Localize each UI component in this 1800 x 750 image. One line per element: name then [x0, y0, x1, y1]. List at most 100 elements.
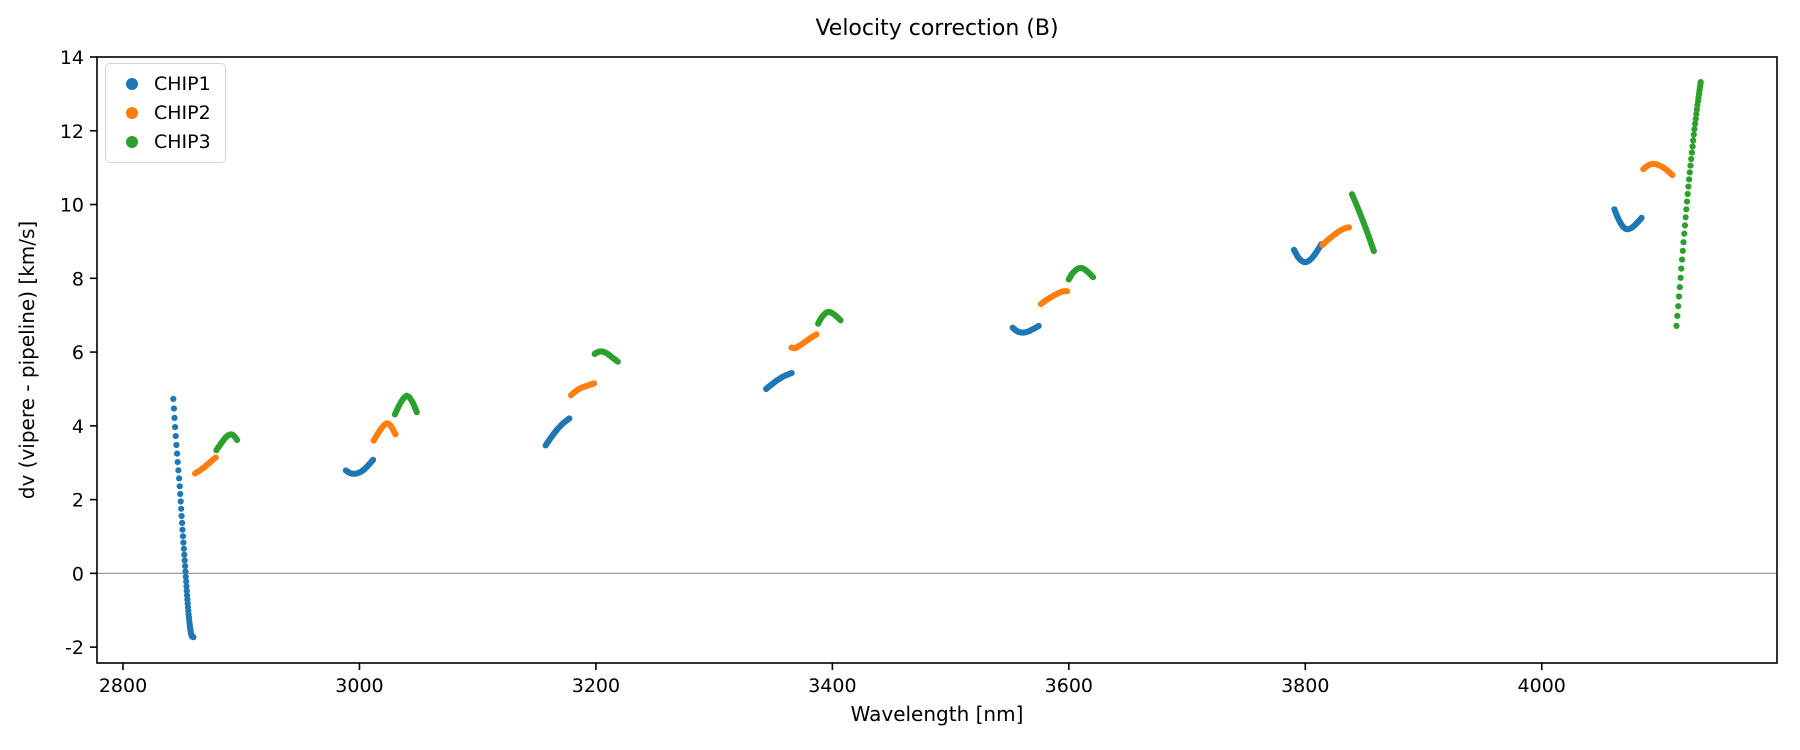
data-point: [1683, 206, 1690, 213]
y-tick-label: 8: [72, 268, 84, 290]
series-chip2: [192, 160, 1676, 477]
data-point: [182, 573, 189, 580]
legend-label: CHIP2: [154, 102, 211, 124]
y-tick-label: 14: [60, 47, 84, 69]
y-tick-label: 10: [60, 195, 84, 217]
x-tick-label: 3800: [1281, 675, 1329, 697]
y-tick-label: 12: [60, 121, 84, 143]
data-point: [212, 454, 219, 461]
data-point: [1679, 247, 1686, 254]
data-point: [175, 467, 182, 474]
data-point: [1690, 137, 1697, 144]
data-point: [1090, 274, 1097, 281]
x-tick-label: 4000: [1518, 675, 1566, 697]
data-point: [1686, 169, 1693, 176]
data-point: [1035, 322, 1042, 329]
legend-marker-icon: [126, 78, 138, 90]
data-point: [1689, 143, 1696, 150]
data-point: [413, 409, 420, 416]
data-point: [177, 498, 184, 505]
data-point: [178, 512, 185, 520]
data-point: [234, 436, 241, 443]
x-tick-label: 3200: [572, 675, 620, 697]
data-point: [176, 483, 183, 490]
data-point: [1345, 224, 1353, 231]
data-point: [1063, 288, 1071, 295]
series-chip3: [213, 79, 1704, 454]
data-point: [179, 533, 187, 540]
data-point: [1687, 162, 1694, 169]
data-point: [190, 634, 197, 641]
legend-label: CHIP1: [154, 73, 211, 95]
data-point: [1673, 322, 1680, 329]
data-point: [172, 433, 179, 440]
data-point: [837, 317, 844, 324]
data-point: [181, 557, 188, 564]
data-point: [566, 415, 573, 422]
data-point: [1684, 190, 1691, 198]
plot-frame: [96, 56, 1778, 664]
data-point: [177, 490, 184, 498]
data-point: [392, 431, 399, 438]
y-tick-label: -2: [65, 637, 84, 659]
y-tick-label: 2: [72, 490, 84, 512]
legend-marker-icon: [126, 136, 138, 148]
data-point: [1692, 115, 1699, 122]
data-point: [183, 587, 190, 595]
data-point: [1675, 293, 1683, 300]
y-tick-label: 6: [72, 342, 84, 364]
data-point: [614, 358, 621, 365]
data-point: [813, 331, 820, 338]
legend-entry-chip3: CHIP3: [118, 131, 211, 153]
data-point: [1683, 198, 1691, 205]
data-point: [1691, 126, 1698, 133]
data-point: [1669, 171, 1676, 179]
data-point: [171, 414, 178, 421]
x-axis-label: Wavelength [nm]: [850, 702, 1024, 726]
data-point: [1688, 155, 1695, 163]
y-axis-label: dv (vipere - pipeline) [km/s]: [15, 220, 39, 500]
data-point: [173, 441, 180, 449]
data-point: [1685, 183, 1692, 190]
data-point: [176, 475, 183, 482]
data-point: [370, 456, 377, 463]
data-point: [591, 380, 598, 387]
data-point: [1690, 131, 1697, 138]
data-point: [183, 578, 190, 585]
data-point: [179, 519, 186, 527]
data-point: [179, 526, 186, 533]
legend-marker-icon: [126, 107, 138, 119]
chart-title: Velocity correction (B): [815, 16, 1059, 41]
data-point: [1686, 176, 1693, 183]
data-point: [180, 539, 187, 546]
legend-entry-chip2: CHIP2: [118, 102, 211, 124]
legend-entry-chip1: CHIP1: [118, 73, 211, 95]
x-tick-label: 3400: [808, 675, 856, 697]
data-point: [1679, 256, 1686, 263]
data-point: [1680, 239, 1687, 246]
data-point: [1676, 284, 1683, 291]
x-tick-label: 2800: [99, 675, 147, 697]
data-point: [1681, 222, 1689, 229]
data-point: [178, 505, 185, 512]
data-point: [172, 424, 179, 431]
data-point: [180, 545, 187, 552]
x-tick-label: 3600: [1045, 675, 1093, 697]
data-point: [170, 395, 177, 402]
legend-label: CHIP3: [154, 131, 211, 153]
data-point: [1678, 265, 1685, 272]
data-point: [174, 450, 181, 457]
data-point: [174, 459, 181, 466]
data-point: [1677, 274, 1684, 281]
data-point: [1674, 312, 1681, 319]
data-point: [1675, 303, 1682, 310]
data-point: [1681, 230, 1688, 237]
legend: CHIP1 CHIP2 CHIP3: [105, 63, 226, 163]
data-point: [170, 405, 177, 412]
data-point: [183, 583, 190, 590]
y-tick-label: 4: [72, 416, 84, 438]
data-point: [788, 370, 795, 377]
x-tick-label: 3000: [335, 675, 383, 697]
